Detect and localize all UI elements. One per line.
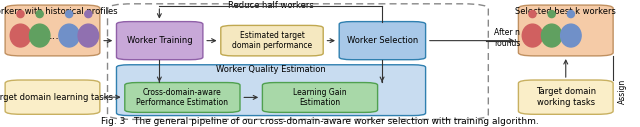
Ellipse shape [10,24,31,47]
Text: Workers with historical profiles: Workers with historical profiles [0,7,117,16]
FancyBboxPatch shape [5,5,100,56]
Text: Estimated target
domain performance: Estimated target domain performance [232,31,312,50]
Text: ...: ... [49,31,60,41]
FancyBboxPatch shape [262,83,378,112]
Ellipse shape [29,24,50,47]
Text: Target domain
working tasks: Target domain working tasks [536,88,596,107]
FancyBboxPatch shape [221,25,323,56]
FancyBboxPatch shape [339,22,426,60]
Text: Fig. 3   The general pipeline of our cross-domain-aware worker selection with tr: Fig. 3 The general pipeline of our cross… [101,117,539,126]
Text: Selected best k workers: Selected best k workers [515,7,616,16]
Ellipse shape [65,11,73,18]
FancyBboxPatch shape [116,65,426,116]
Text: Worker Quality Estimation: Worker Quality Estimation [216,65,326,74]
Text: Worker Selection: Worker Selection [347,36,418,45]
FancyBboxPatch shape [116,22,203,60]
FancyBboxPatch shape [5,80,100,114]
Ellipse shape [78,24,99,47]
Text: Target domain learning tasks: Target domain learning tasks [0,93,113,102]
Text: Assign: Assign [618,79,627,104]
Text: After n
rounds: After n rounds [494,28,520,48]
Ellipse shape [36,11,44,18]
Ellipse shape [567,11,575,18]
FancyBboxPatch shape [518,5,613,56]
Text: Cross-domain-aware
Performance Estimation: Cross-domain-aware Performance Estimatio… [136,88,228,107]
Text: Worker Training: Worker Training [127,36,193,45]
Ellipse shape [561,24,581,47]
Ellipse shape [541,24,562,47]
Ellipse shape [17,11,24,18]
FancyBboxPatch shape [125,83,240,112]
Ellipse shape [59,24,79,47]
Ellipse shape [529,11,536,18]
FancyBboxPatch shape [518,80,613,114]
Ellipse shape [84,11,92,18]
Text: Reduce half workers: Reduce half workers [228,1,314,10]
Text: Learning Gain
Estimation: Learning Gain Estimation [293,88,347,107]
Ellipse shape [548,11,556,18]
Ellipse shape [522,24,543,47]
